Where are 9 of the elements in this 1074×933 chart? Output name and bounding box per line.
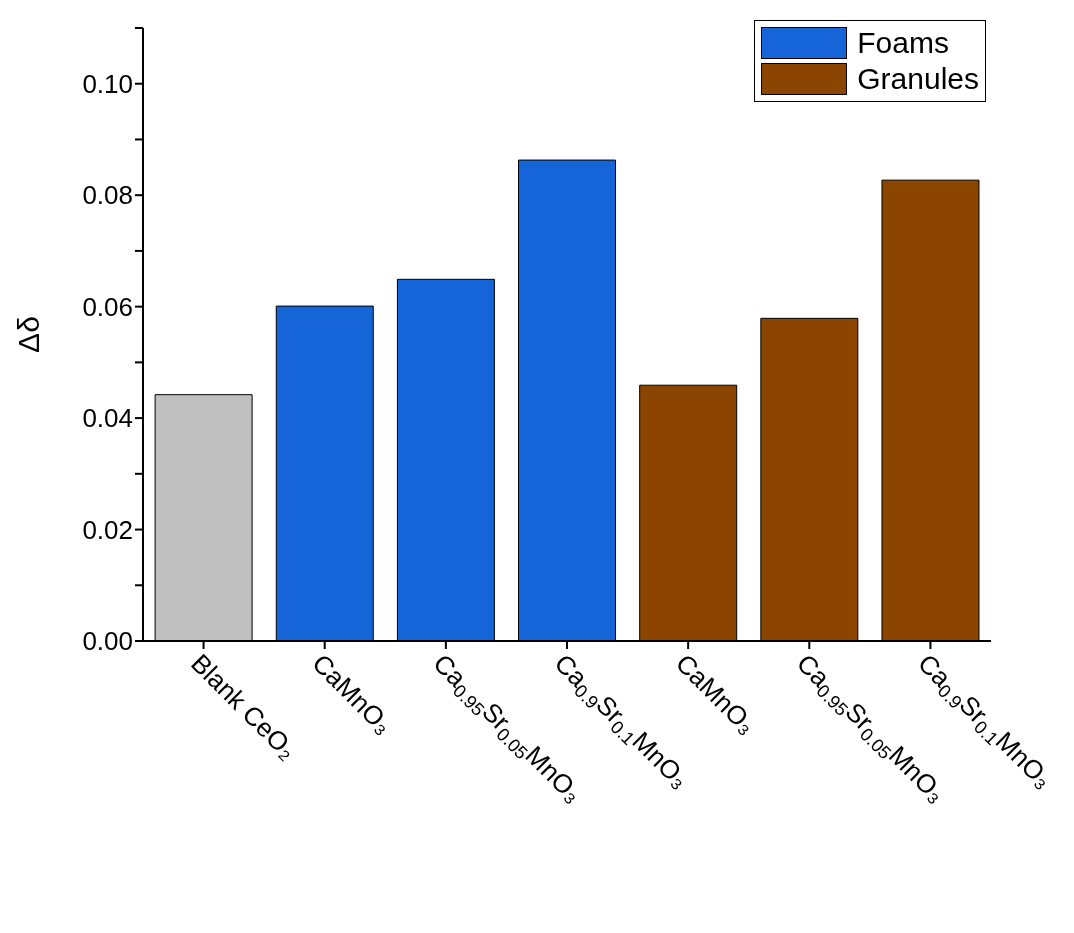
y-tick-label: 0.10: [82, 68, 133, 99]
legend-label: Granules: [857, 61, 979, 97]
y-tick-label: 0.02: [82, 514, 133, 545]
y-tick-label: 0.06: [82, 291, 133, 322]
y-tick-label: 0.08: [82, 180, 133, 211]
y-axis-title: Δδ: [11, 316, 45, 353]
y-tick-label: 0.04: [82, 403, 133, 434]
legend-label: Foams: [857, 25, 949, 61]
y-tick-label: 0.00: [82, 626, 133, 657]
